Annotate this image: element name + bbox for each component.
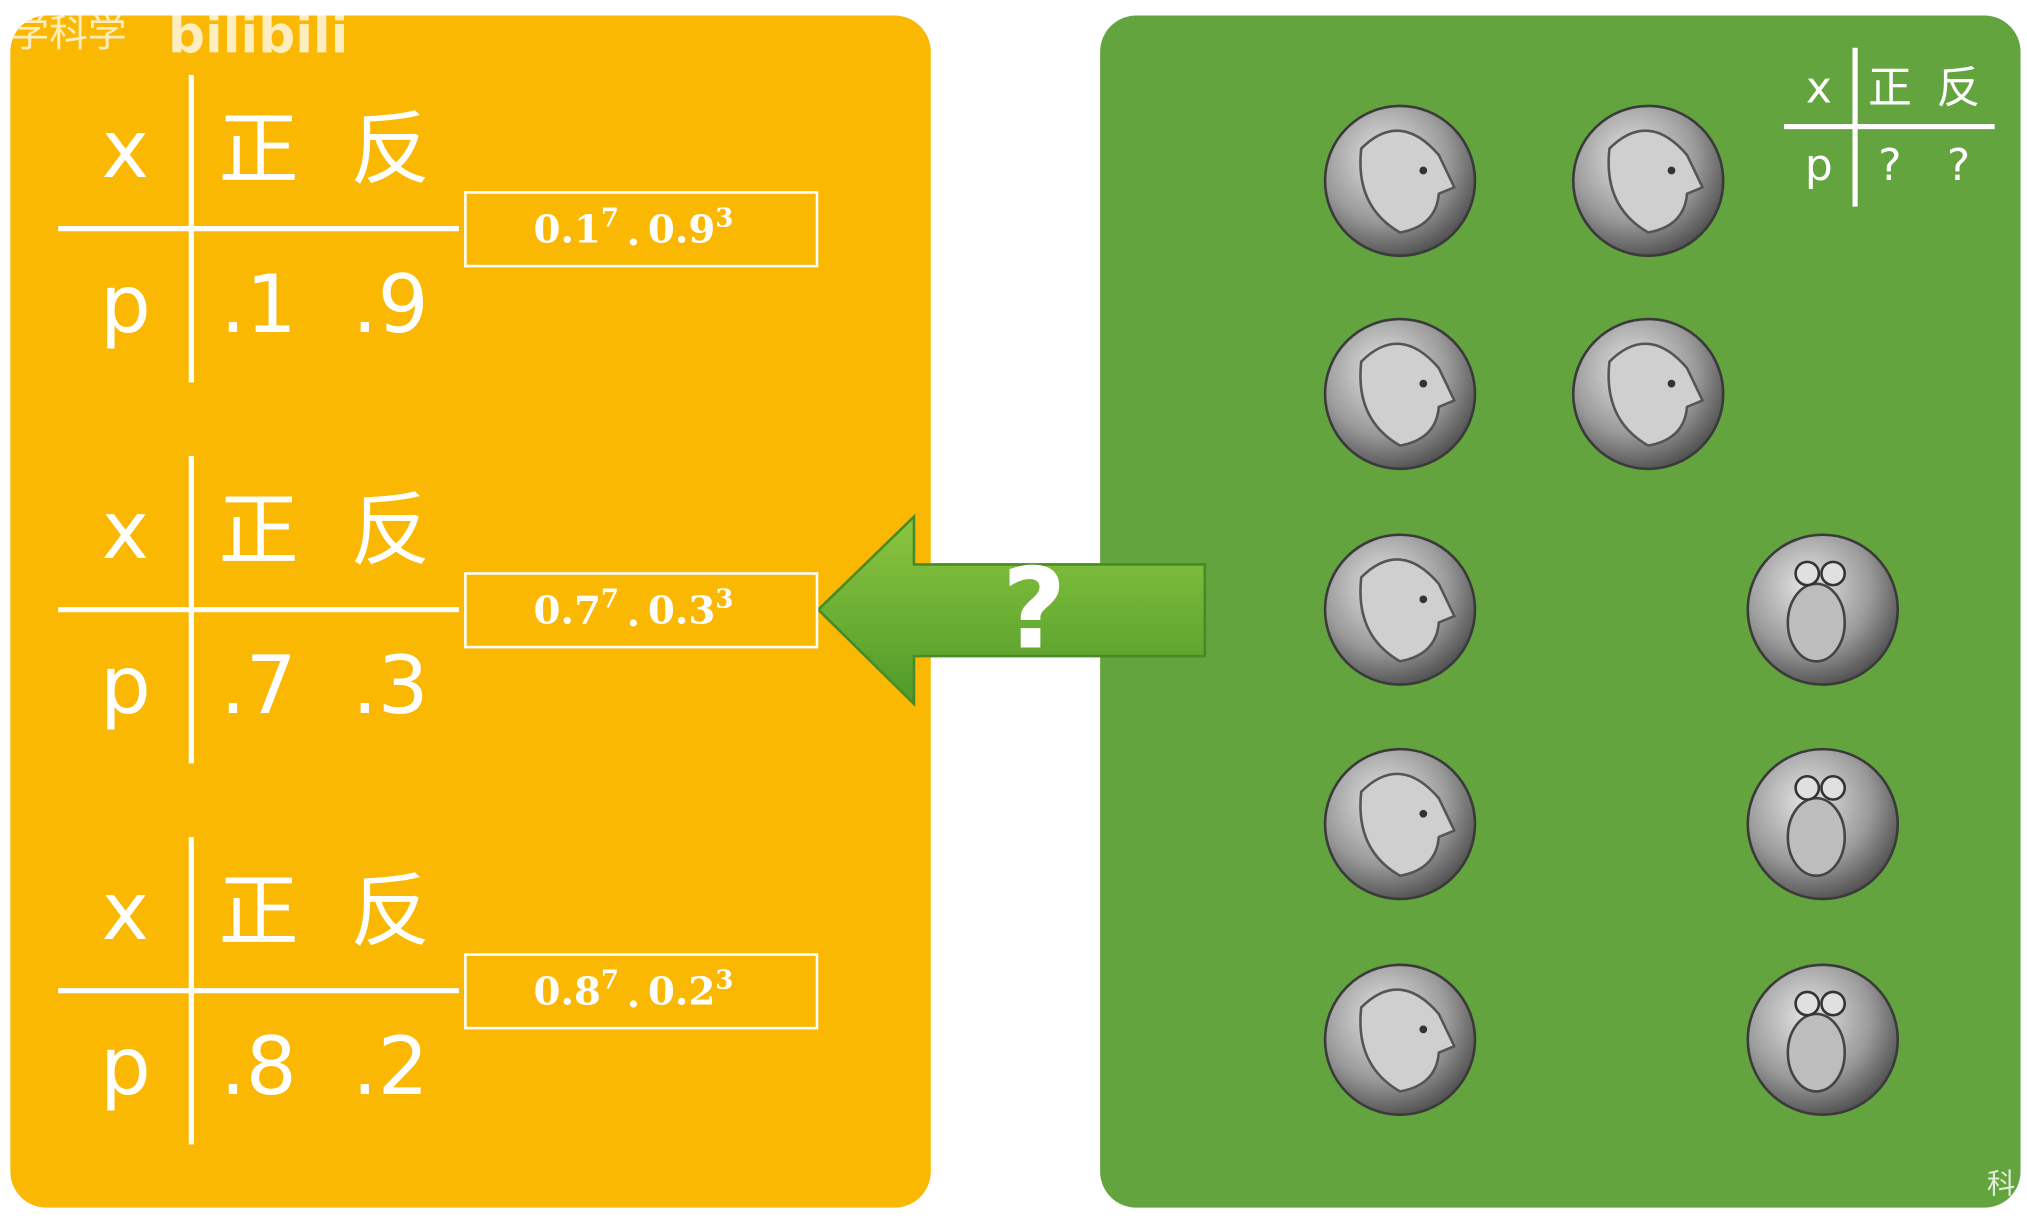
watermark: 学科学 bbox=[10, 12, 126, 57]
coin-tails bbox=[1746, 747, 1900, 901]
formula: 0.87 · 0.23 bbox=[533, 966, 733, 1028]
coin-eye bbox=[1667, 379, 1676, 388]
coin-profile bbox=[1359, 988, 1457, 1093]
formula: 0.77 · 0.33 bbox=[533, 585, 733, 647]
coin-heads bbox=[1323, 747, 1477, 901]
coin-profile bbox=[1359, 129, 1457, 234]
arrow-label: ? bbox=[1002, 546, 1066, 675]
formula-part: 3 bbox=[715, 204, 733, 234]
coin-eye bbox=[1419, 379, 1428, 388]
right-table: x 正反 p?? bbox=[1783, 47, 1995, 207]
header-cell: x bbox=[102, 484, 149, 577]
coin-profile bbox=[1607, 129, 1705, 234]
formula-box bbox=[464, 572, 819, 649]
formula-part: 7 bbox=[601, 966, 619, 996]
watermark-logo: bilibili bbox=[168, 6, 348, 66]
coin-heads bbox=[1323, 317, 1477, 471]
owl-eye bbox=[1820, 560, 1847, 587]
formula-part: · bbox=[627, 982, 641, 1027]
row-cell: .9 bbox=[352, 258, 428, 351]
header-cell: x bbox=[1806, 62, 1832, 113]
owl-eye bbox=[1794, 990, 1821, 1017]
header-cell: 反 bbox=[1937, 62, 1981, 113]
header-cell: x bbox=[102, 865, 149, 958]
header-cell: 反 bbox=[350, 103, 430, 196]
coin-heads bbox=[1571, 104, 1725, 258]
formula-part: 0.3 bbox=[648, 589, 715, 634]
coins bbox=[1323, 104, 1900, 1116]
formula-part: 3 bbox=[715, 585, 733, 615]
header-cell: 正 bbox=[218, 865, 298, 958]
prob-table: x 正反 p .1 .9 0.17 · 0.93 bbox=[58, 74, 819, 383]
arrow-shape bbox=[816, 513, 1207, 708]
coin-profile bbox=[1359, 772, 1457, 878]
formula-part: 3 bbox=[715, 966, 733, 996]
row-cell: .2 bbox=[352, 1020, 428, 1113]
header-cell: 正 bbox=[1868, 62, 1912, 113]
owl-body bbox=[1786, 1012, 1847, 1093]
coin-eye bbox=[1419, 809, 1428, 818]
owl-eye bbox=[1820, 774, 1847, 801]
row-cell: .3 bbox=[352, 639, 428, 732]
coin-tails bbox=[1746, 533, 1900, 686]
row-cell: p bbox=[100, 258, 151, 351]
formula-part: · bbox=[627, 220, 641, 265]
coin-tails bbox=[1746, 963, 1900, 1116]
header-cell: 反 bbox=[350, 484, 430, 577]
formula-box bbox=[464, 953, 819, 1030]
left-tables: x 正反p .1.90.17· 0.93x 正反p .7.30.77· 0.33x 正反p .8… bbox=[58, 74, 819, 1145]
formula-part: · bbox=[627, 601, 641, 646]
header-cell: 反 bbox=[350, 865, 430, 958]
row-cell: p bbox=[1805, 140, 1833, 191]
header-cell: 正 bbox=[218, 484, 298, 577]
formula-part: 0.8 bbox=[533, 970, 600, 1015]
row-cell: .8 bbox=[220, 1020, 296, 1113]
row-cell: .7 bbox=[220, 639, 296, 732]
formula-part: 7 bbox=[601, 204, 619, 234]
header-cell: x bbox=[102, 103, 149, 196]
coin-eye bbox=[1419, 166, 1428, 175]
owl-body bbox=[1786, 582, 1847, 663]
coin-eye bbox=[1667, 166, 1676, 175]
coin-heads bbox=[1323, 963, 1477, 1116]
coin-profile bbox=[1359, 342, 1457, 447]
row-cell: p bbox=[100, 1020, 151, 1113]
formula-part: 7 bbox=[601, 585, 619, 615]
coin-profile bbox=[1607, 342, 1705, 447]
row-cell: .1 bbox=[220, 258, 296, 351]
corner-mark: 科 bbox=[1987, 1168, 2015, 1201]
formula-part: 0.7 bbox=[533, 589, 600, 634]
formula-part: 0.1 bbox=[533, 208, 600, 253]
formula-part: 0.2 bbox=[648, 970, 715, 1015]
coin-profile bbox=[1359, 558, 1457, 663]
prob-table: x 正反 p .7 .3 0.77 · 0.33 bbox=[58, 455, 819, 764]
prob-table: x 正反 p .8 .2 0.87 · 0.23 bbox=[58, 836, 819, 1145]
coin-eye bbox=[1419, 1025, 1428, 1034]
owl-eye bbox=[1820, 990, 1847, 1017]
coin-heads bbox=[1571, 317, 1725, 471]
owl-eye bbox=[1794, 774, 1821, 801]
header-cell: 正 bbox=[218, 103, 298, 196]
arrow: ? bbox=[816, 513, 1207, 708]
coin-heads bbox=[1323, 104, 1477, 258]
right-panel bbox=[1100, 15, 2021, 1208]
coin-heads bbox=[1323, 533, 1477, 686]
formula: 0.17 · 0.93 bbox=[533, 204, 733, 266]
owl-body bbox=[1786, 796, 1847, 878]
row-cell: ? bbox=[1947, 140, 1970, 191]
left-panel bbox=[10, 15, 931, 1208]
coin-eye bbox=[1419, 595, 1428, 604]
formula-part: 0.9 bbox=[648, 208, 715, 253]
owl-eye bbox=[1794, 560, 1821, 587]
formula-box bbox=[464, 191, 819, 268]
row-cell: p bbox=[100, 639, 151, 732]
row-cell: ? bbox=[1878, 140, 1901, 191]
